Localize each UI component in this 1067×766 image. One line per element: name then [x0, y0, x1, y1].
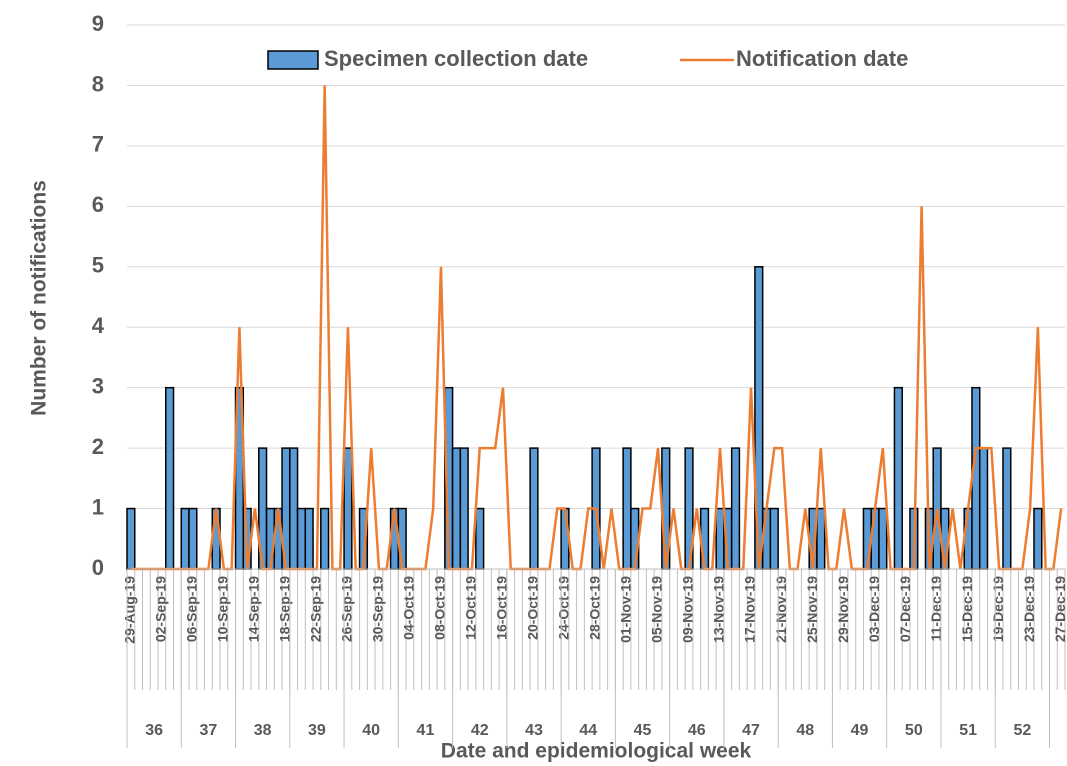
- x-tick-label: 18-Sep-19: [277, 576, 293, 642]
- x-tick-label: 12-Oct-19: [463, 576, 479, 640]
- x-tick-label: 04-Oct-19: [401, 576, 417, 640]
- x-tick-label: 22-Sep-19: [308, 576, 324, 642]
- y-tick-label: 0: [92, 555, 104, 580]
- bar: [1002, 447, 1012, 570]
- y-tick-label: 1: [92, 494, 104, 519]
- legend-swatch: [267, 50, 319, 70]
- bar: [459, 447, 469, 570]
- bar: [126, 507, 136, 570]
- x-tick-label: 15-Dec-19: [959, 576, 975, 642]
- x-tick-label: 13-Nov-19: [711, 576, 727, 643]
- x-tick-label: 08-Oct-19: [432, 576, 448, 640]
- y-tick-label: 7: [92, 132, 104, 157]
- x-tick-label: 30-Sep-19: [370, 576, 386, 642]
- week-label: 36: [145, 722, 163, 739]
- x-tick-label: 10-Sep-19: [215, 576, 231, 642]
- x-tick-label: 29-Aug-19: [122, 576, 138, 644]
- x-tick-label: 21-Nov-19: [773, 576, 789, 643]
- bar: [893, 386, 903, 570]
- y-axis-title: Number of notifications: [28, 180, 51, 416]
- bar: [715, 507, 725, 570]
- week-label: 41: [417, 722, 435, 739]
- week-label: 48: [796, 722, 814, 739]
- y-tick-label: 6: [92, 192, 104, 217]
- legend-label: Specimen collection date: [324, 46, 588, 71]
- x-tick-label: 16-Oct-19: [494, 576, 510, 640]
- week-label: 44: [579, 722, 597, 739]
- x-tick-label: 05-Nov-19: [649, 576, 665, 643]
- week-label: 46: [688, 722, 706, 739]
- week-label: 50: [905, 722, 923, 739]
- bar: [165, 386, 175, 570]
- x-tick-label: 11-Dec-19: [928, 576, 944, 642]
- bar: [769, 507, 779, 570]
- x-tick-label: 09-Nov-19: [680, 576, 696, 643]
- x-tick-label: 14-Sep-19: [246, 576, 262, 642]
- x-tick-label: 20-Oct-19: [525, 576, 541, 640]
- y-tick-label: 8: [92, 71, 104, 96]
- legend-label: Notification date: [736, 46, 908, 71]
- y-tick-label: 2: [92, 434, 104, 459]
- bar: [289, 447, 299, 570]
- x-tick-label: 26-Sep-19: [339, 576, 355, 642]
- x-tick-label: 17-Nov-19: [742, 576, 758, 643]
- bar: [296, 507, 307, 570]
- y-tick-label: 5: [92, 253, 104, 278]
- x-tick-label: 24-Oct-19: [556, 576, 572, 640]
- x-tick-label: 02-Sep-19: [153, 576, 169, 642]
- bar: [320, 507, 330, 570]
- x-tick-label: 27-Dec-19: [1052, 576, 1067, 642]
- y-tick-label: 4: [92, 313, 105, 338]
- week-label: 43: [525, 722, 543, 739]
- x-tick-label: 23-Dec-19: [1021, 576, 1037, 642]
- week-label: 45: [634, 722, 652, 739]
- y-tick-label: 9: [92, 11, 104, 36]
- bar: [180, 507, 190, 570]
- week-label: 47: [742, 722, 760, 739]
- week-label: 42: [471, 722, 489, 739]
- bar: [304, 507, 314, 570]
- week-label: 51: [959, 722, 977, 739]
- x-tick-label: 29-Nov-19: [835, 576, 851, 643]
- bar: [622, 447, 632, 570]
- week-label: 52: [1013, 722, 1031, 739]
- x-tick-label: 07-Dec-19: [897, 576, 913, 642]
- x-tick-label: 19-Dec-19: [990, 576, 1006, 642]
- week-label: 37: [199, 722, 217, 739]
- bar: [475, 507, 485, 570]
- x-tick-label: 03-Dec-19: [866, 576, 882, 642]
- x-tick-label: 06-Sep-19: [184, 576, 200, 642]
- x-tick-label: 25-Nov-19: [804, 576, 820, 643]
- week-label: 40: [362, 722, 380, 739]
- bar: [816, 507, 826, 570]
- bar: [343, 447, 353, 570]
- week-label: 49: [851, 722, 869, 739]
- y-tick-label: 3: [92, 373, 104, 398]
- bar: [1033, 507, 1043, 570]
- bar: [730, 447, 741, 570]
- bar: [529, 447, 539, 570]
- bar: [978, 447, 989, 570]
- x-tick-label: 01-Nov-19: [618, 576, 634, 643]
- bar: [878, 507, 888, 570]
- x-tick-label: 28-Oct-19: [587, 576, 603, 640]
- week-label: 38: [254, 722, 272, 739]
- bar: [188, 507, 198, 570]
- x-axis-title: Date and epidemiological week: [441, 740, 752, 763]
- week-label: 39: [308, 722, 326, 739]
- bar: [451, 447, 462, 570]
